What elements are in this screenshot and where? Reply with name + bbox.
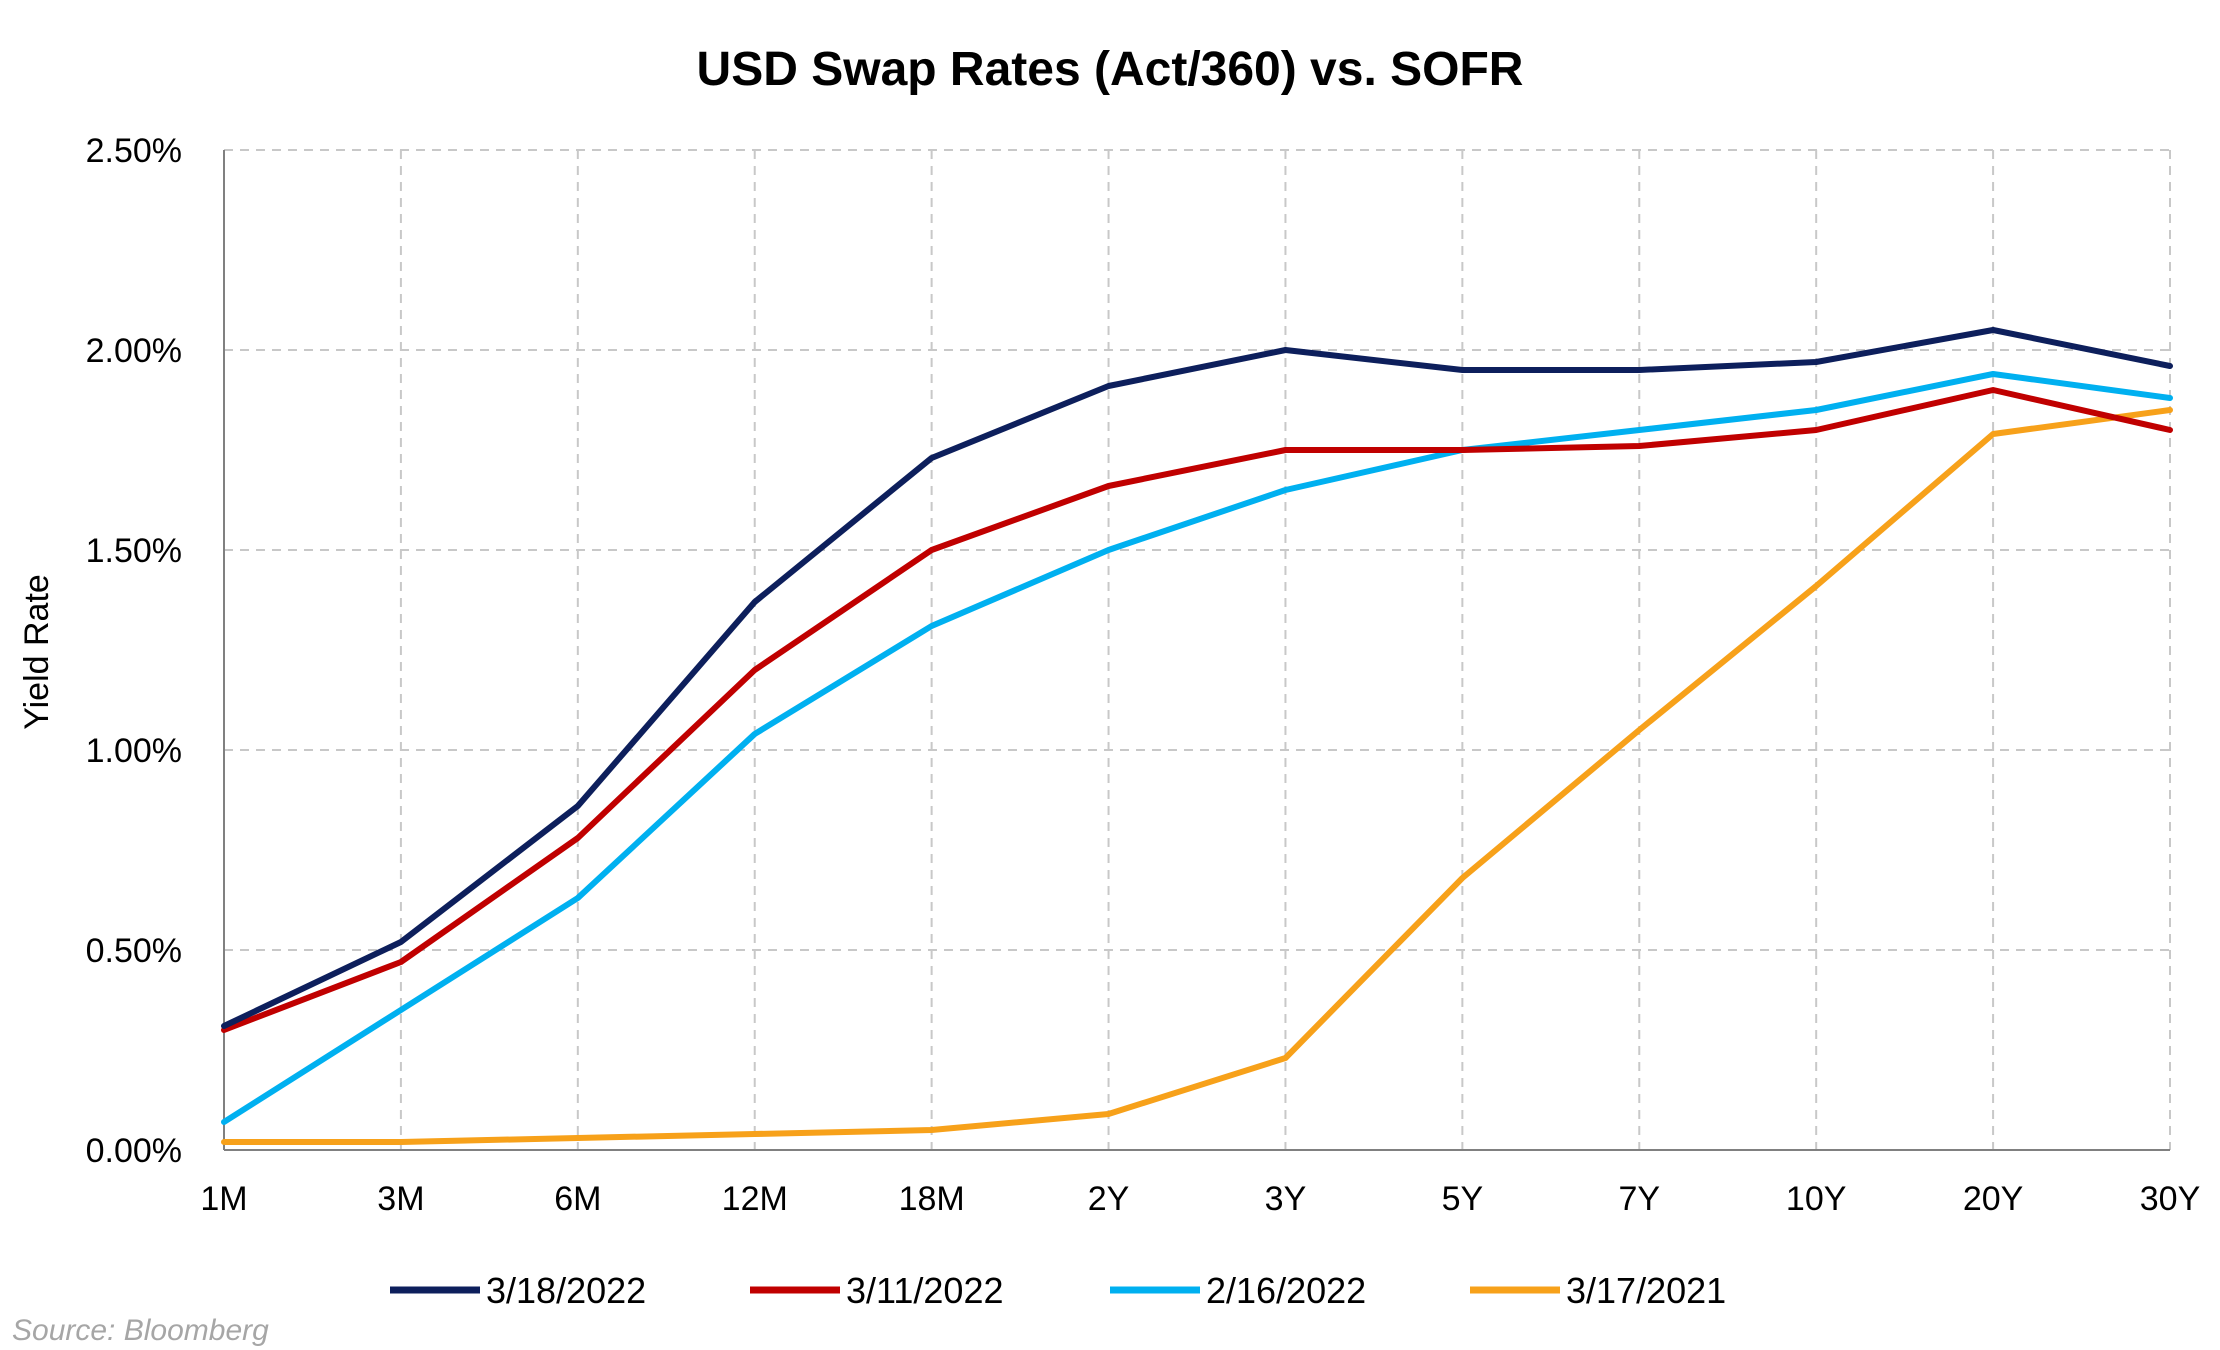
x-tick-label: 7Y bbox=[1618, 1180, 1660, 1218]
x-tick-label: 3M bbox=[377, 1180, 424, 1218]
source-note: Source: Bloomberg bbox=[12, 1314, 269, 1347]
series-layer bbox=[221, 327, 2173, 1145]
x-tick-label: 18M bbox=[899, 1180, 965, 1218]
x-tick-label: 5Y bbox=[1442, 1180, 1484, 1218]
legend-label: 2/16/2022 bbox=[1206, 1270, 1366, 1311]
axis-layer: 0.00% 0.50% 1.00% 1.50% 2.00% 2.50% 1M 3M 6M 12M 1… bbox=[86, 132, 2201, 1218]
x-tick-label: 20Y bbox=[1963, 1180, 2024, 1218]
x-tick-label: 2Y bbox=[1088, 1180, 1130, 1218]
series-line-3-18-2022 bbox=[221, 327, 2173, 1029]
series-line-2-16-2022 bbox=[221, 371, 2173, 1125]
x-tick-label: 1M bbox=[200, 1180, 247, 1218]
legend: 3/18/2022 3/11/2022 2/16/2022 3/17/2021 bbox=[390, 1270, 1726, 1311]
y-tick-label: 0.00% bbox=[86, 1132, 182, 1170]
y-tick-label: 0.50% bbox=[86, 932, 182, 970]
grid-layer bbox=[224, 149, 2171, 1150]
x-tick-label: 6M bbox=[554, 1180, 601, 1218]
y-tick-label: 1.50% bbox=[86, 532, 182, 570]
x-tick-label: 3Y bbox=[1265, 1180, 1307, 1218]
series-line-3-11-2022 bbox=[221, 387, 2173, 1033]
legend-label: 3/18/2022 bbox=[486, 1270, 646, 1311]
y-tick-label: 2.50% bbox=[86, 132, 182, 170]
legend-label: 3/11/2022 bbox=[846, 1270, 1003, 1311]
legend-label: 3/17/2021 bbox=[1566, 1270, 1726, 1311]
y-tick-label: 1.00% bbox=[86, 732, 182, 770]
y-axis-label: Yield Rate bbox=[18, 574, 56, 730]
y-tick-label: 2.00% bbox=[86, 332, 182, 370]
chart-title: USD Swap Rates (Act/360) vs. SOFR bbox=[697, 43, 1524, 96]
series-line-3-17-2021 bbox=[221, 407, 2173, 1145]
x-tick-label: 10Y bbox=[1786, 1180, 1847, 1218]
x-tick-label: 12M bbox=[722, 1180, 788, 1218]
x-tick-label: 30Y bbox=[2140, 1180, 2201, 1218]
